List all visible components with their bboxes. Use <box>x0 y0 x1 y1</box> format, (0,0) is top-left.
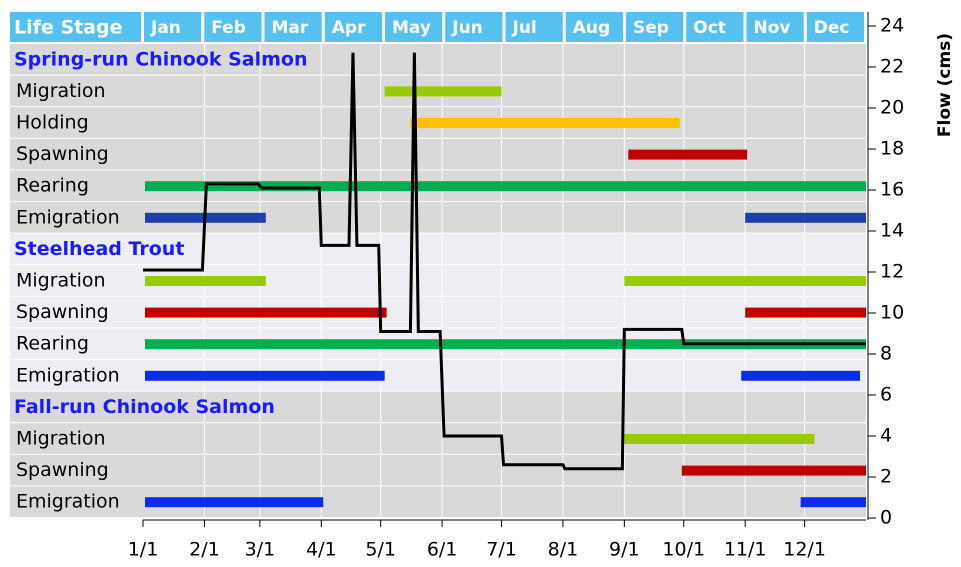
stage-name: Migration <box>16 80 106 102</box>
period-bar <box>410 118 680 128</box>
section-name: Spring-run Chinook Salmon <box>14 48 307 70</box>
section-name: Steelhead Trout <box>14 238 184 260</box>
period-bar <box>384 86 502 97</box>
month-cell <box>505 12 563 42</box>
month-label: Mar <box>272 18 309 38</box>
y-tick-label: 18 <box>880 138 904 160</box>
row-background <box>10 391 866 423</box>
month-label: Jul <box>512 18 537 38</box>
y-tick-label: 6 <box>880 384 892 406</box>
period-bar <box>745 212 866 223</box>
header-cell <box>10 12 141 42</box>
x-tick-label: 10/1 <box>662 539 705 561</box>
period-bar <box>144 339 866 350</box>
x-tick-label: 12/1 <box>783 539 826 561</box>
y-tick-label: 12 <box>880 261 904 283</box>
header-label: Life Stage <box>14 17 122 39</box>
month-label: Feb <box>211 18 246 38</box>
y-tick-label: 20 <box>880 97 904 119</box>
period-bar <box>144 307 387 318</box>
period-bar <box>681 465 866 476</box>
row-background <box>10 486 866 517</box>
stage-name: Spawning <box>16 459 109 481</box>
month-cell <box>565 12 623 42</box>
period-bar <box>741 370 861 381</box>
period-bar <box>745 307 866 318</box>
stage-name: Holding <box>16 112 89 134</box>
month-label: Jan <box>150 18 181 38</box>
flow-line <box>143 52 866 471</box>
month-label: Aug <box>573 18 610 38</box>
y-tick-label: 22 <box>880 56 904 78</box>
month-cell <box>144 12 202 42</box>
x-tick-label: 3/1 <box>245 539 276 561</box>
period-bar <box>800 497 866 508</box>
period-bar <box>144 276 266 286</box>
month-label: Sep <box>633 18 669 38</box>
row-background <box>10 296 866 328</box>
month-cell <box>686 12 744 42</box>
x-tick-label: 1/1 <box>128 539 159 561</box>
stage-name: Migration <box>16 270 106 292</box>
y-tick-label: 8 <box>880 343 892 365</box>
month-cell <box>806 12 864 42</box>
period-bar <box>628 149 748 160</box>
y-tick-label: 14 <box>880 220 904 242</box>
stage-name: Spawning <box>16 301 109 323</box>
y-tick-label: 24 <box>880 15 904 37</box>
y-axis-label: Flow (cms) <box>935 33 955 137</box>
period-bar <box>624 276 866 286</box>
month-cell <box>746 12 804 42</box>
x-tick-label: 6/1 <box>427 539 458 561</box>
stage-name: Emigration <box>16 206 120 228</box>
month-label: Apr <box>332 18 366 38</box>
x-tick-label: 9/1 <box>609 539 640 561</box>
month-label: Jun <box>451 18 483 38</box>
stage-name: Migration <box>16 428 106 450</box>
month-label: Oct <box>693 18 726 38</box>
stage-name: Emigration <box>16 364 120 386</box>
x-tick-label: 7/1 <box>486 539 517 561</box>
row-background <box>10 233 866 265</box>
month-cell <box>445 12 503 42</box>
month-label: Dec <box>814 18 850 38</box>
month-label: Nov <box>754 18 791 38</box>
row-background <box>10 44 866 75</box>
row-background <box>10 360 866 391</box>
stage-name: Emigration <box>16 491 120 513</box>
stage-name: Rearing <box>16 175 89 197</box>
y-tick-label: 10 <box>880 302 904 324</box>
month-cell <box>264 12 322 42</box>
row-background <box>10 202 866 233</box>
month-cell <box>626 12 684 42</box>
month-label: May <box>392 18 431 38</box>
month-cell <box>385 12 443 42</box>
stage-name: Spawning <box>16 143 109 165</box>
period-bar <box>144 370 385 381</box>
y-tick-label: 16 <box>880 179 904 201</box>
stage-name: Rearing <box>16 333 89 355</box>
x-tick-label: 2/1 <box>189 539 220 561</box>
y-tick-label: 0 <box>880 507 892 529</box>
y-tick-label: 2 <box>880 466 892 488</box>
x-tick-label: 11/1 <box>724 539 767 561</box>
section-name: Fall-run Chinook Salmon <box>14 396 275 418</box>
x-tick-label: 5/1 <box>365 539 396 561</box>
period-bar <box>144 497 324 508</box>
x-tick-label: 8/1 <box>548 539 579 561</box>
month-cell <box>204 12 262 42</box>
period-bar <box>624 434 815 444</box>
month-cell <box>324 12 382 42</box>
x-tick-label: 4/1 <box>306 539 337 561</box>
period-bar <box>144 181 866 192</box>
y-tick-label: 4 <box>880 425 892 447</box>
